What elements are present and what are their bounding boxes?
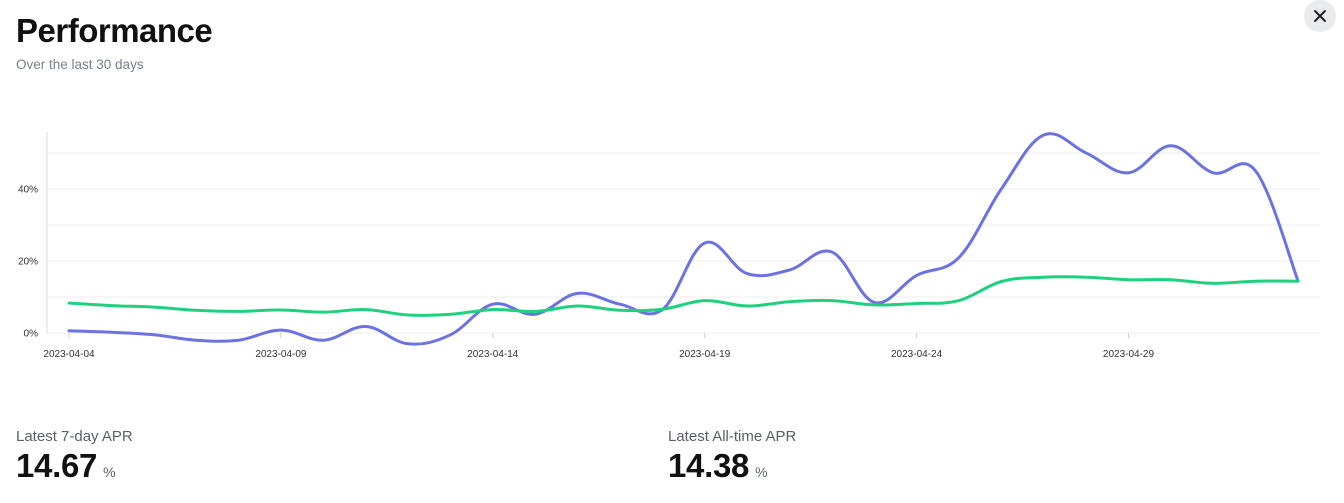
close-icon xyxy=(1314,10,1326,22)
series-line-1 xyxy=(67,132,1300,346)
x-tick-label: 2023-04-14 xyxy=(467,349,519,360)
performance-chart: 0% 20% 40% 2023-04-04 2023-04-09 2023-04-14 20… xyxy=(18,132,1320,360)
stat-label: Latest 7-day APR xyxy=(16,428,133,445)
stat-unit: % xyxy=(755,464,768,480)
y-tick-label: 40% xyxy=(18,185,38,196)
stat-alltime-apr: Latest All-time APR 14.38 % xyxy=(668,428,796,485)
stat-7day-apr: Latest 7-day APR 14.67 % xyxy=(16,428,133,485)
y-tick-label: 20% xyxy=(18,257,38,268)
close-button[interactable] xyxy=(1304,0,1336,32)
x-tick-label: 2023-04-24 xyxy=(891,349,943,360)
page-subtitle: Over the last 30 days xyxy=(16,57,144,72)
x-tick-label: 2023-04-29 xyxy=(1103,349,1155,360)
x-tick-label: 2023-04-19 xyxy=(679,349,731,360)
stat-value: 14.38 xyxy=(668,447,750,484)
stat-label: Latest All-time APR xyxy=(668,428,797,445)
page-title: Performance xyxy=(16,12,213,49)
x-tick-label: 2023-04-04 xyxy=(43,349,95,360)
y-tick-label: 0% xyxy=(24,329,39,340)
stat-unit: % xyxy=(103,464,116,480)
series-line-2 xyxy=(67,275,1300,317)
x-tick-label: 2023-04-09 xyxy=(255,349,307,360)
stat-value: 14.67 xyxy=(16,447,98,484)
